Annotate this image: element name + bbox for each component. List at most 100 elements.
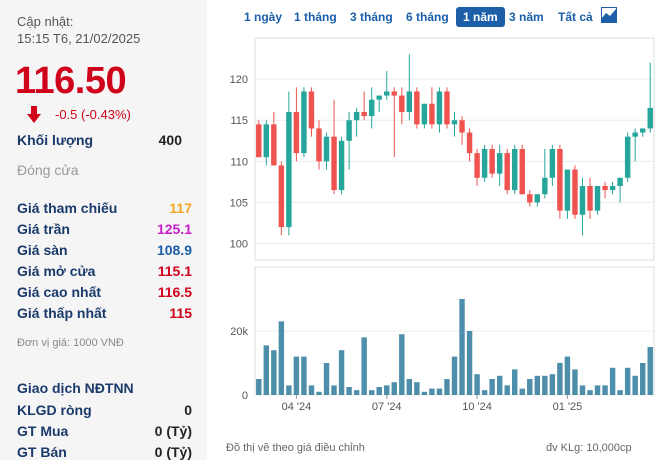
- volume-tick-label: 0: [242, 390, 248, 402]
- tab-all[interactable]: Tất cả: [558, 10, 593, 24]
- ceiling-price-label: Giá trần: [17, 221, 70, 237]
- x-tick-label: 10 '24: [462, 401, 492, 413]
- candle-body: [557, 149, 563, 211]
- volume-bar: [496, 375, 503, 395]
- volume-bar: [602, 385, 608, 395]
- candle-body: [421, 103, 428, 125]
- candle-body: [549, 149, 556, 178]
- price-change: -0.5 (-0.43%): [55, 107, 131, 122]
- volume-bar: [278, 321, 285, 395]
- floor-price-label: Giá sàn: [17, 242, 68, 258]
- volume-bar: [632, 375, 638, 395]
- volume-bar: [414, 382, 420, 395]
- volume-bar: [542, 375, 548, 395]
- candle-body: [301, 91, 307, 154]
- volume-bar: [421, 391, 428, 395]
- net-volume-label: KLGD ròng: [17, 402, 92, 418]
- candle-body: [323, 136, 330, 162]
- candle-body: [572, 169, 578, 215]
- volume-bar: [489, 379, 495, 395]
- tab-3-years[interactable]: 3 năm: [509, 10, 544, 24]
- quote-panel: Cập nhật: 15:15 T6, 21/02/2025 116.50 -0…: [0, 0, 207, 460]
- candle-body: [436, 91, 443, 125]
- candle-body: [256, 124, 262, 158]
- volume-bar: [534, 375, 541, 395]
- volume-bar: [399, 334, 405, 395]
- tab-3-months[interactable]: 3 tháng: [350, 10, 393, 24]
- updated-time: 15:15 T6, 21/02/2025: [17, 31, 141, 46]
- volume-bar: [331, 385, 337, 395]
- price-tick-label: 110: [230, 156, 248, 168]
- volume-bar: [579, 385, 586, 395]
- candle-body: [429, 103, 435, 125]
- tab-6-months[interactable]: 6 tháng: [406, 10, 449, 24]
- volume-bar: [271, 350, 277, 395]
- candle-body: [587, 186, 593, 211]
- volume-bar: [361, 337, 367, 395]
- volume-bar: [263, 345, 270, 395]
- volume-bar: [353, 390, 360, 395]
- candle-body: [602, 186, 608, 191]
- price-tick-label: 120: [230, 74, 248, 86]
- volume-bar: [429, 388, 435, 395]
- candle-body: [534, 194, 541, 203]
- volume-bar: [436, 388, 443, 395]
- floor-price-value: 108.9: [156, 242, 192, 258]
- candle-body: [504, 153, 510, 191]
- candle-body: [489, 149, 495, 174]
- candle-body: [384, 91, 390, 96]
- current-price: 116.50: [15, 60, 127, 102]
- open-price-label: Giá mở cửa: [17, 263, 96, 279]
- volume-bar: [301, 356, 307, 395]
- candle-body: [609, 186, 616, 191]
- volume-bar: [617, 390, 623, 395]
- sell-value-label: GT Bán: [17, 444, 67, 460]
- area-chart-icon[interactable]: [601, 7, 617, 23]
- volume-bar: [286, 385, 292, 395]
- x-tick-label: 01 '25: [553, 401, 583, 413]
- volume-bar: [256, 379, 262, 395]
- candle-body: [579, 186, 586, 215]
- tab-1-month[interactable]: 1 tháng: [294, 10, 337, 24]
- candle-body: [617, 177, 623, 186]
- volume-bar: [368, 390, 375, 395]
- volume-bar: [519, 388, 525, 395]
- x-tick-label: 07 '24: [372, 401, 402, 413]
- candle-body: [481, 149, 488, 178]
- tab-1-year[interactable]: 1 năm: [456, 7, 505, 27]
- price-panel-frame: [254, 37, 655, 261]
- volume-bar: [406, 379, 413, 395]
- candle-body: [308, 91, 315, 129]
- price-tick-label: 105: [230, 197, 248, 209]
- candle-body: [399, 95, 405, 112]
- volume-tick-label: 20k: [230, 326, 248, 338]
- volume-label: Khối lượng: [17, 132, 94, 148]
- volume-bar: [316, 391, 322, 395]
- buy-value-label: GT Mua: [17, 423, 69, 439]
- x-tick-label: 04 '24: [282, 401, 312, 413]
- footnote-adjusted: Đồ thị vẽ theo giá điều chỉnh: [226, 442, 365, 454]
- volume-bar: [308, 385, 315, 395]
- volume-bar: [594, 385, 601, 395]
- tab-1-day[interactable]: 1 ngày: [244, 10, 283, 24]
- candle-body: [444, 91, 450, 125]
- candle-body: [346, 120, 352, 141]
- candle-body: [496, 153, 503, 174]
- unit-note: Đơn vị giá: 1000 VNĐ: [17, 337, 124, 349]
- candle-body: [459, 120, 465, 133]
- footnote-volume-unit: đv KLg: 10,000cp: [546, 442, 632, 454]
- volume-bar: [624, 367, 631, 395]
- candle-body: [527, 194, 533, 203]
- candle-body: [286, 112, 292, 228]
- candle-body: [466, 132, 473, 154]
- candle-body: [647, 107, 653, 129]
- candle-body: [624, 136, 631, 178]
- volume-bar: [504, 385, 510, 395]
- candle-body: [338, 140, 345, 191]
- ref-price-label: Giá tham chiếu: [17, 200, 118, 216]
- open-price-value: 115.1: [157, 263, 192, 279]
- price-tick-label: 100: [230, 239, 248, 251]
- candle-body: [451, 120, 458, 125]
- volume-bar: [444, 379, 450, 395]
